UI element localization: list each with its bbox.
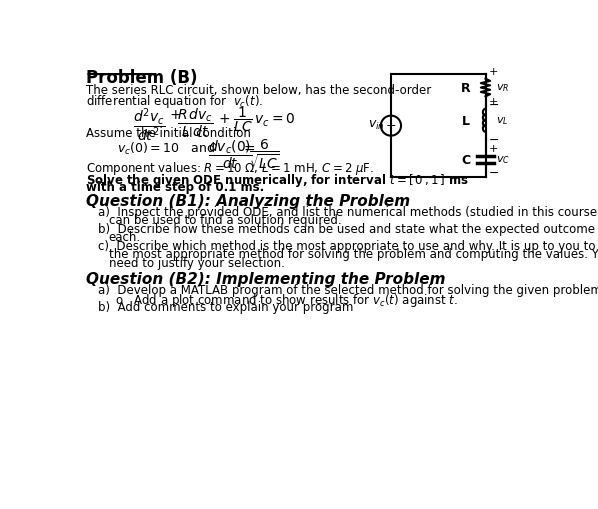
Text: $+\;\dfrac{1}{LC}\,v_c = 0$: $+\;\dfrac{1}{LC}\,v_c = 0$ [218, 106, 295, 134]
Text: C: C [461, 154, 470, 167]
Text: +: + [489, 67, 498, 76]
Text: Problem (B): Problem (B) [86, 69, 197, 87]
Text: Solve the given ODE numerically, for interval $t = [\,0\,,1\,]$ ms: Solve the given ODE numerically, for int… [86, 172, 468, 189]
Text: +: + [489, 97, 498, 107]
Text: each.: each. [109, 231, 141, 244]
Text: $v_c(0) = 10$   and: $v_c(0) = 10$ and [117, 141, 215, 157]
Text: differential equation for  $v_c(t)$.: differential equation for $v_c(t)$. [86, 93, 263, 109]
Text: b)  Describe how these methods can be used and state what the expected outcome i: b) Describe how these methods can be use… [98, 222, 598, 236]
Text: −: − [489, 99, 499, 111]
Text: $\dfrac{6}{\sqrt{LC}}$: $\dfrac{6}{\sqrt{LC}}$ [249, 138, 280, 171]
Text: Assume the initial condition: Assume the initial condition [86, 126, 251, 139]
Text: −: − [489, 133, 499, 146]
Text: Question (B1): Analyzing the Problem: Question (B1): Analyzing the Problem [86, 194, 410, 209]
Text: b)  Add comments to explain your program: b) Add comments to explain your program [98, 300, 353, 313]
Text: can be used to find a solution required.: can be used to find a solution required. [109, 214, 341, 227]
Text: $v_L$: $v_L$ [496, 115, 508, 127]
Text: The series RLC circuit, shown below, has the second-order: The series RLC circuit, shown below, has… [86, 84, 431, 97]
Text: $v_C$: $v_C$ [496, 154, 509, 166]
Text: $v_{in}$: $v_{in}$ [368, 118, 385, 131]
Text: +: + [489, 144, 498, 154]
Text: o   Add a plot command to show results for $v_c(t)$ against $t$.: o Add a plot command to show results for… [115, 292, 458, 308]
Text: +: + [386, 119, 396, 132]
Text: R: R [460, 82, 470, 95]
Text: $=$: $=$ [242, 141, 256, 155]
Text: c)  Describe which method is the most appropriate to use and why. It is up to yo: c) Describe which method is the most app… [98, 239, 598, 252]
Text: $v_R$: $v_R$ [496, 82, 509, 94]
Text: Question (B2): Implementing the Problem: Question (B2): Implementing the Problem [86, 272, 445, 287]
Text: with a time step of 0.1 ms.: with a time step of 0.1 ms. [86, 180, 264, 193]
Text: −: − [489, 166, 499, 179]
Text: a)  Inspect the provided ODE, and list the numerical methods (studied in this co: a) Inspect the provided ODE, and list th… [98, 206, 598, 218]
Text: the most appropriate method for solving the problem and computing the values. Yo: the most appropriate method for solving … [109, 248, 598, 261]
Text: $+$: $+$ [169, 108, 181, 122]
Text: $\dfrac{d^2v_c}{dt^2}$: $\dfrac{d^2v_c}{dt^2}$ [133, 106, 165, 144]
Text: need to justify your selection.: need to justify your selection. [109, 256, 285, 269]
Text: Component values: $R = 10\;\Omega,\, L = 1$ mH$,\, C = 2\;\mu$F.: Component values: $R = 10\;\Omega,\, L =… [86, 159, 374, 177]
Text: a)  Develop a MATLAB program of the selected method for solving the given proble: a) Develop a MATLAB program of the selec… [98, 283, 598, 296]
Text: L: L [462, 115, 470, 128]
Text: $\dfrac{dv_c(0)}{dt}$: $\dfrac{dv_c(0)}{dt}$ [208, 138, 252, 171]
Text: $\dfrac{R\,dv_c}{L\;dt}$: $\dfrac{R\,dv_c}{L\;dt}$ [177, 106, 213, 138]
